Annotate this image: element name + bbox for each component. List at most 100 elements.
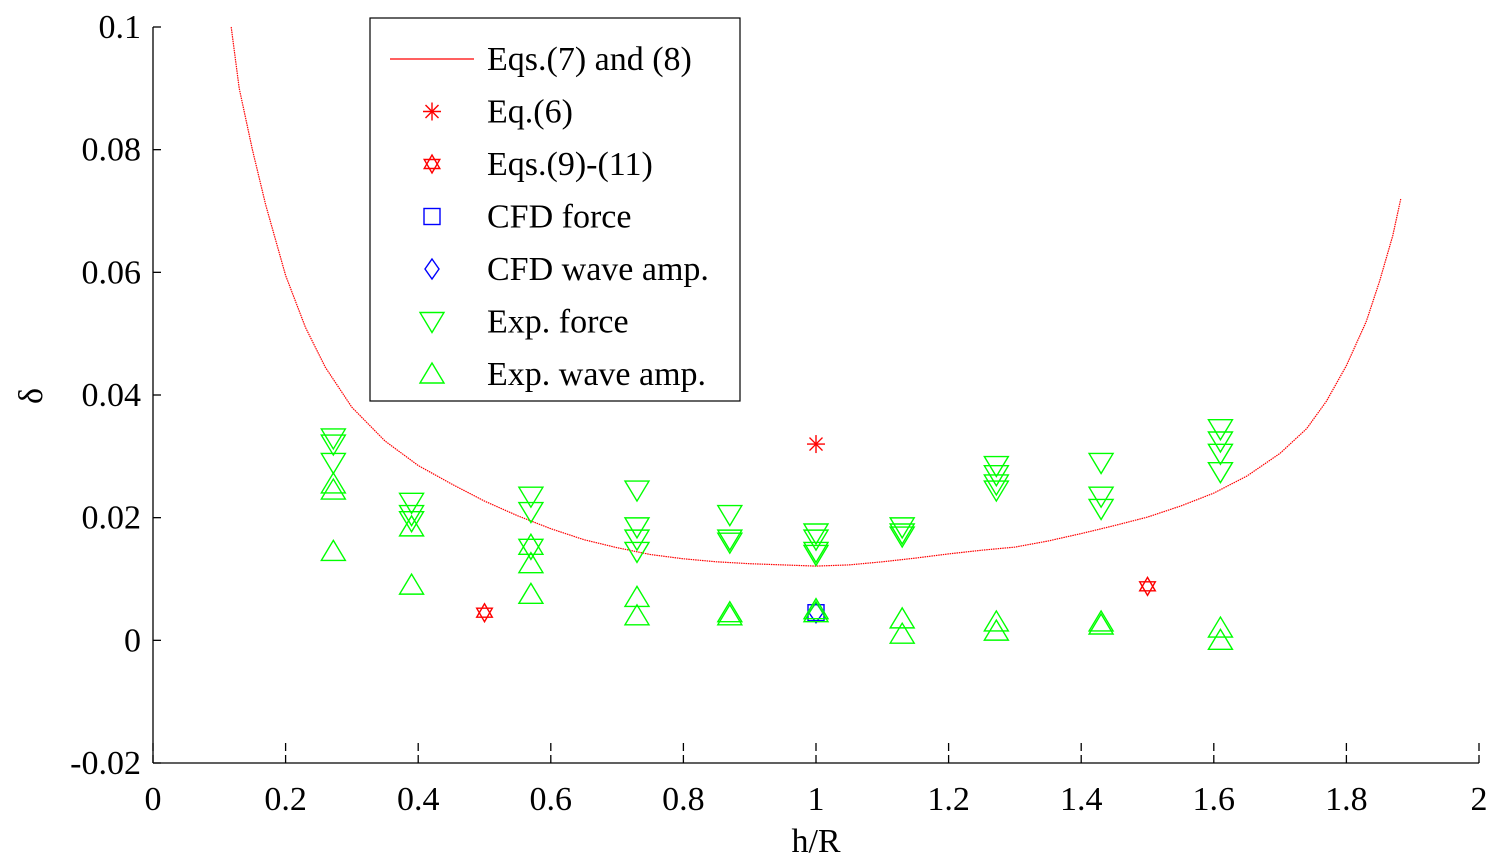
data-point [517, 538, 545, 561]
data-point [1207, 419, 1234, 442]
legend-item: CFD wave amp. [424, 251, 709, 288]
triangle-down-marker [517, 538, 545, 561]
data-point [1087, 612, 1115, 635]
data-point [320, 471, 347, 494]
legend-item: Eq.(6) [423, 94, 573, 131]
triangle-up-marker [398, 514, 425, 537]
legend-box [369, 17, 741, 402]
series-1 [807, 435, 825, 454]
legend-label: CFD wave amp. [487, 251, 709, 288]
x-tick-label: 1.8 [1325, 781, 1368, 818]
data-point [983, 480, 1010, 503]
triangle-up-marker [983, 609, 1010, 632]
data-point [807, 435, 825, 454]
legend-marker-swatch [418, 311, 446, 334]
data-point [623, 585, 651, 608]
triangle-down-marker [888, 526, 916, 549]
legend-label: Eqs.(7) and (8) [487, 41, 692, 78]
data-point [623, 517, 651, 540]
x-tick-label: 0.6 [530, 781, 573, 818]
y-tick-label: 0.06 [82, 254, 142, 291]
data-point [716, 504, 744, 527]
data-point [983, 465, 1010, 488]
triangle-down-marker [1207, 461, 1234, 485]
x-tick-label: 0.4 [397, 781, 440, 818]
data-point [716, 603, 744, 626]
triangle-up-marker [517, 551, 545, 574]
data-point [888, 621, 916, 644]
hexagram-marker [422, 158, 442, 175]
legend-label: Exp. wave amp. [487, 356, 706, 393]
triangle-up-marker [398, 572, 425, 595]
triangle-down-marker [716, 529, 744, 552]
data-point [623, 529, 651, 552]
series-5 [320, 419, 1234, 567]
y-tick-label: 0.02 [82, 500, 142, 537]
legend: Eqs.(7) and (8) Eq.(6) Eqs.(9)-(11) CFD for… [369, 17, 741, 402]
y-tick-label: 0 [124, 622, 141, 659]
legend-marker-swatch [423, 207, 441, 226]
triangle-up-marker [517, 581, 545, 605]
hexagram-marker [1138, 581, 1157, 597]
hexagram-marker [422, 153, 442, 170]
triangle-down-marker [1087, 498, 1115, 521]
data-point [398, 572, 425, 595]
legend-item: Eqs.(7) and (8) [390, 41, 692, 78]
data-point [1087, 609, 1115, 632]
data-point [1138, 575, 1157, 597]
data-point [1087, 498, 1115, 521]
data-point [888, 526, 916, 549]
data-point [983, 474, 1010, 497]
triangle-down-marker [802, 529, 830, 552]
data-point [320, 434, 347, 457]
data-point [517, 532, 545, 555]
data-point [1207, 461, 1234, 485]
triangle-down-marker [517, 501, 545, 524]
triangle-down-marker [983, 474, 1010, 497]
triangle-down-marker [716, 504, 744, 527]
data-point [802, 523, 830, 546]
data-point [1207, 615, 1234, 638]
asterisk-stroke [425, 104, 439, 119]
x-tick-label: 0.8 [662, 781, 705, 818]
legend-marker-swatch [418, 361, 446, 384]
triangle-down-marker [1087, 452, 1115, 475]
data-point [1087, 486, 1115, 509]
triangle-up-marker [320, 539, 347, 562]
triangle-up-marker [623, 585, 651, 608]
data-point [888, 606, 916, 629]
triangle-down-marker [983, 465, 1010, 488]
legend-item: Eqs.(9)-(11) [422, 146, 653, 183]
triangle-down-marker [802, 523, 830, 546]
data-point [517, 486, 545, 509]
data-point [802, 600, 830, 623]
x-tick-label: 1.2 [927, 781, 970, 818]
triangle-down-marker [623, 480, 651, 503]
data-point [475, 602, 494, 624]
legend-marker-swatch [424, 257, 440, 281]
triangle-up-marker [1207, 627, 1234, 651]
triangle-down-marker [802, 541, 830, 564]
triangle-down-marker [1087, 486, 1115, 509]
asterisk-stroke [809, 437, 823, 452]
data-point [983, 455, 1010, 478]
x-tick-label: 0 [145, 781, 162, 818]
triangle-up-marker [802, 597, 830, 620]
triangle-up-marker [888, 621, 916, 644]
data-point [716, 532, 744, 555]
data-point [398, 504, 425, 527]
data-point [517, 501, 545, 524]
axes-layer: 0 0.2 0.4 0.6 0.8 1 1.2 1.4 1.6 1.8 2-0.0200.020.0… [70, 9, 1487, 818]
y-tick-label: 0.1 [99, 9, 142, 46]
triangle-up-marker [716, 600, 744, 623]
x-axis-label: h/R [791, 823, 840, 859]
legend-item: CFD force [423, 199, 631, 236]
data-point [802, 597, 830, 620]
data-point [1087, 452, 1115, 475]
triangle-down-marker [320, 452, 347, 475]
hexagram-marker [475, 607, 494, 624]
data-point [623, 603, 651, 626]
triangle-down-marker [983, 455, 1010, 478]
hexagram-marker [1138, 575, 1157, 592]
